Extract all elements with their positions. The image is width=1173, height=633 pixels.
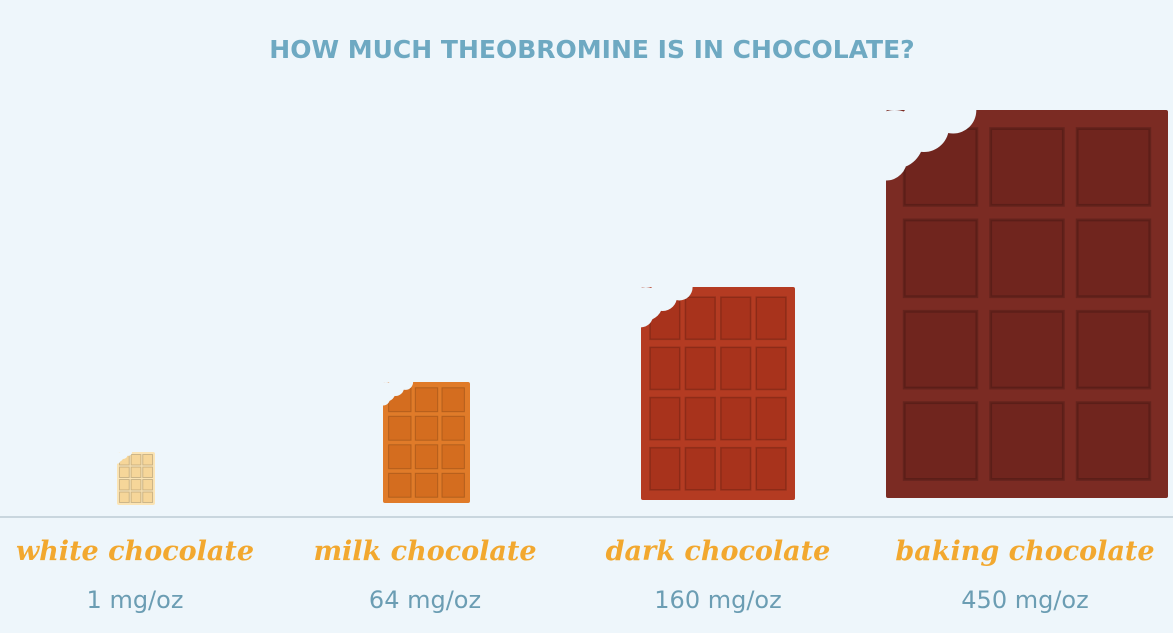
chocolate-piece: [389, 473, 411, 497]
item-amount: 160 mg/oz: [654, 586, 781, 614]
chocolate-piece: [131, 492, 141, 502]
chocolate-piece: [131, 479, 141, 489]
title: HOW MUCH THEOBROMINE IS IN CHOCOLATE?: [269, 35, 914, 64]
chocolate-piece: [415, 416, 437, 440]
chocolate-piece: [904, 403, 977, 480]
chocolate-piece: [756, 398, 786, 440]
chocolate-piece: [721, 448, 751, 490]
chocolate-piece: [685, 398, 715, 440]
item-name: milk chocolate: [313, 536, 536, 567]
chocolate-piece: [991, 129, 1064, 206]
item-name: white chocolate: [16, 536, 254, 567]
chocolate-piece: [904, 311, 977, 388]
chocolate-piece: [904, 220, 977, 297]
chocolate-piece: [685, 448, 715, 490]
chocolate-piece: [1077, 129, 1150, 206]
chocolate-piece: [442, 445, 464, 469]
chocolate-piece: [143, 492, 153, 502]
chocolate-piece: [685, 297, 715, 339]
chocolate-piece: [415, 388, 437, 412]
bite: [124, 448, 132, 456]
chocolate-piece: [389, 445, 411, 469]
chocolate-piece: [991, 220, 1064, 297]
chocolate-piece: [756, 448, 786, 490]
chocolate-piece: [131, 455, 141, 465]
chocolate-piece: [721, 297, 751, 339]
chocolate-piece: [721, 398, 751, 440]
chocolate-piece: [119, 467, 129, 477]
chocolate-piece: [119, 492, 129, 502]
chocolate-piece: [650, 448, 680, 490]
item-amount: 450 mg/oz: [961, 586, 1088, 614]
chocolate-piece: [389, 416, 411, 440]
chocolate-piece: [442, 388, 464, 412]
item-name: dark chocolate: [606, 536, 831, 567]
chocolate-piece: [442, 473, 464, 497]
infographic: HOW MUCH THEOBROMINE IS IN CHOCOLATE? wh…: [0, 0, 1173, 633]
chocolate-piece: [991, 403, 1064, 480]
bite: [666, 274, 692, 300]
chocolate-piece: [415, 445, 437, 469]
chocolate-piece: [119, 479, 129, 489]
chocolate-piece: [1077, 220, 1150, 297]
chocolate-piece: [650, 398, 680, 440]
bite: [376, 392, 390, 406]
item-amount: 64 mg/oz: [369, 586, 481, 614]
chocolate-piece: [721, 347, 751, 389]
chocolate-piece: [415, 473, 437, 497]
chocolate-piece: [131, 467, 141, 477]
chocolate-piece: [685, 347, 715, 389]
chocolate-piece: [143, 455, 153, 465]
chocolate-piece: [442, 416, 464, 440]
chocolate-piece: [1077, 403, 1150, 480]
bite: [930, 87, 976, 133]
chocolate-piece: [756, 347, 786, 389]
bite: [865, 139, 907, 181]
chocolate-piece: [1077, 311, 1150, 388]
bite: [114, 457, 121, 464]
item-name: baking chocolate: [895, 536, 1154, 567]
chocolate-piece: [650, 347, 680, 389]
chocolate-piece: [991, 311, 1064, 388]
bite: [629, 303, 653, 327]
chocolate-piece: [143, 467, 153, 477]
item-amount: 1 mg/oz: [87, 586, 184, 614]
chocolate-piece: [756, 297, 786, 339]
chocolate-piece: [143, 479, 153, 489]
bite: [398, 374, 413, 389]
